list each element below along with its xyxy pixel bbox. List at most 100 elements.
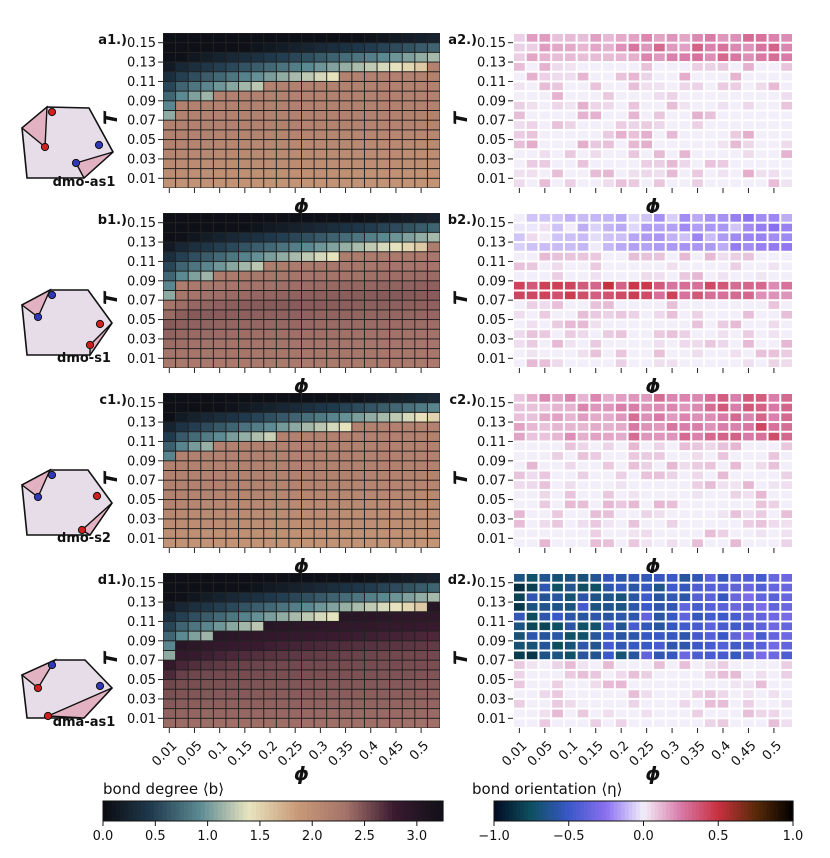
- heatmap-cell: [314, 242, 327, 252]
- heatmap-cell: [704, 262, 716, 271]
- heatmap-cell: [692, 53, 703, 62]
- heatmap-cell: [552, 490, 563, 499]
- heatmap-cell: [390, 43, 402, 52]
- heatmap-cell: [276, 252, 289, 261]
- heatmap-cell: [692, 423, 703, 431]
- heatmap-cell: [213, 602, 226, 612]
- heatmap-cell: [603, 349, 614, 358]
- heatmap-cell: [692, 140, 703, 149]
- colorbar-segment: [375, 801, 380, 821]
- heatmap-cell: [615, 471, 627, 480]
- heatmap-cell: [641, 632, 652, 640]
- heatmap-cell: [302, 120, 314, 130]
- heatmap-cell: [755, 43, 767, 52]
- heatmap-cell: [539, 461, 551, 470]
- heatmap-cell: [526, 43, 538, 52]
- heatmap-cell: [264, 500, 276, 509]
- colorbar-segment: [602, 801, 607, 821]
- heatmap-cell: [427, 412, 440, 422]
- heatmap-cell: [377, 451, 390, 461]
- heatmap-cell: [201, 213, 213, 223]
- heatmap-cell: [730, 140, 742, 149]
- heatmap-cell: [743, 43, 754, 52]
- heatmap-cell: [188, 422, 201, 432]
- heatmap-cell: [402, 62, 415, 72]
- heatmap-cell: [514, 519, 525, 528]
- heatmap-cell: [755, 179, 767, 187]
- heatmap-cell: [564, 719, 576, 727]
- heatmap-cell: [692, 500, 703, 509]
- heatmap-cell: [526, 500, 538, 509]
- heatmap-cell: [603, 359, 614, 367]
- heatmap-cell: [590, 394, 602, 402]
- heatmap-cell: [352, 641, 364, 650]
- heatmap-cell: [539, 252, 551, 261]
- colorbar-segment: [311, 801, 317, 821]
- y-tick-label: 0.09: [127, 454, 156, 469]
- heatmap-cell: [628, 699, 640, 708]
- heatmap-cell: [781, 101, 792, 110]
- heatmap-cell: [717, 612, 729, 621]
- heatmap-cell: [577, 461, 589, 470]
- heatmap-cell: [302, 529, 314, 538]
- colorbar-segment: [703, 801, 708, 821]
- heatmap-cell: [654, 719, 665, 727]
- heatmap-cell: [781, 252, 792, 261]
- heatmap-cell: [226, 602, 239, 612]
- heatmap-cell: [226, 52, 239, 62]
- heatmap-cell: [654, 140, 665, 149]
- heatmap-cell: [564, 179, 576, 187]
- heatmap-cell: [314, 509, 327, 519]
- heatmap-cell: [339, 140, 352, 149]
- heatmap-cell: [603, 403, 614, 412]
- heatmap-cell: [289, 358, 301, 368]
- heatmap-cell: [364, 339, 377, 349]
- heatmap-cell: [641, 452, 652, 460]
- heatmap-cell: [743, 111, 754, 120]
- heatmap-cell: [781, 432, 792, 441]
- heatmap-cell: [615, 43, 627, 52]
- heatmap-cell: [666, 670, 678, 679]
- heatmap-cell: [552, 320, 563, 329]
- heatmap-cell: [666, 709, 678, 718]
- heatmap-cell: [276, 178, 289, 188]
- heatmap-cell: [226, 583, 239, 592]
- heatmap-cell: [327, 232, 339, 242]
- heatmap-cell: [590, 632, 602, 640]
- heatmap-cell: [163, 252, 176, 261]
- heatmap-cell: [654, 214, 665, 222]
- heatmap-cell: [730, 403, 742, 412]
- heatmap-cell: [264, 699, 276, 709]
- heatmap-cell: [364, 573, 377, 583]
- heatmap-cell: [615, 159, 627, 168]
- heatmap-cell: [615, 413, 627, 422]
- heatmap-cell: [201, 52, 213, 62]
- heatmap-cell: [781, 53, 792, 62]
- heatmap-cell: [226, 441, 239, 451]
- heatmap-cell: [590, 593, 602, 602]
- heatmap-cell: [526, 301, 538, 309]
- heatmap-cell: [654, 403, 665, 412]
- heatmap-cell: [654, 632, 665, 640]
- heatmap-cell: [526, 320, 538, 329]
- heatmap-cell: [755, 413, 767, 422]
- heatmap-cell: [641, 612, 652, 621]
- heatmap-cell: [603, 130, 614, 139]
- heatmap-cell: [276, 43, 289, 52]
- heatmap-cell: [339, 612, 352, 621]
- heatmap-cell: [314, 461, 327, 470]
- heatmap-cell: [781, 63, 792, 71]
- colorbar-segment: [721, 801, 727, 821]
- heatmap-cell: [226, 349, 239, 358]
- heatmap-cell: [264, 538, 276, 548]
- heatmap-cell: [641, 690, 652, 698]
- heatmap-cell: [590, 641, 602, 650]
- heatmap-cell: [615, 291, 627, 300]
- heatmap-cell: [730, 413, 742, 422]
- heatmap-cell: [641, 413, 652, 422]
- heatmap-cell: [239, 178, 251, 188]
- heatmap-cell: [201, 81, 213, 91]
- heatmap-cell: [402, 583, 415, 592]
- heatmap-cell: [289, 461, 301, 470]
- heatmap-cell: [654, 622, 665, 631]
